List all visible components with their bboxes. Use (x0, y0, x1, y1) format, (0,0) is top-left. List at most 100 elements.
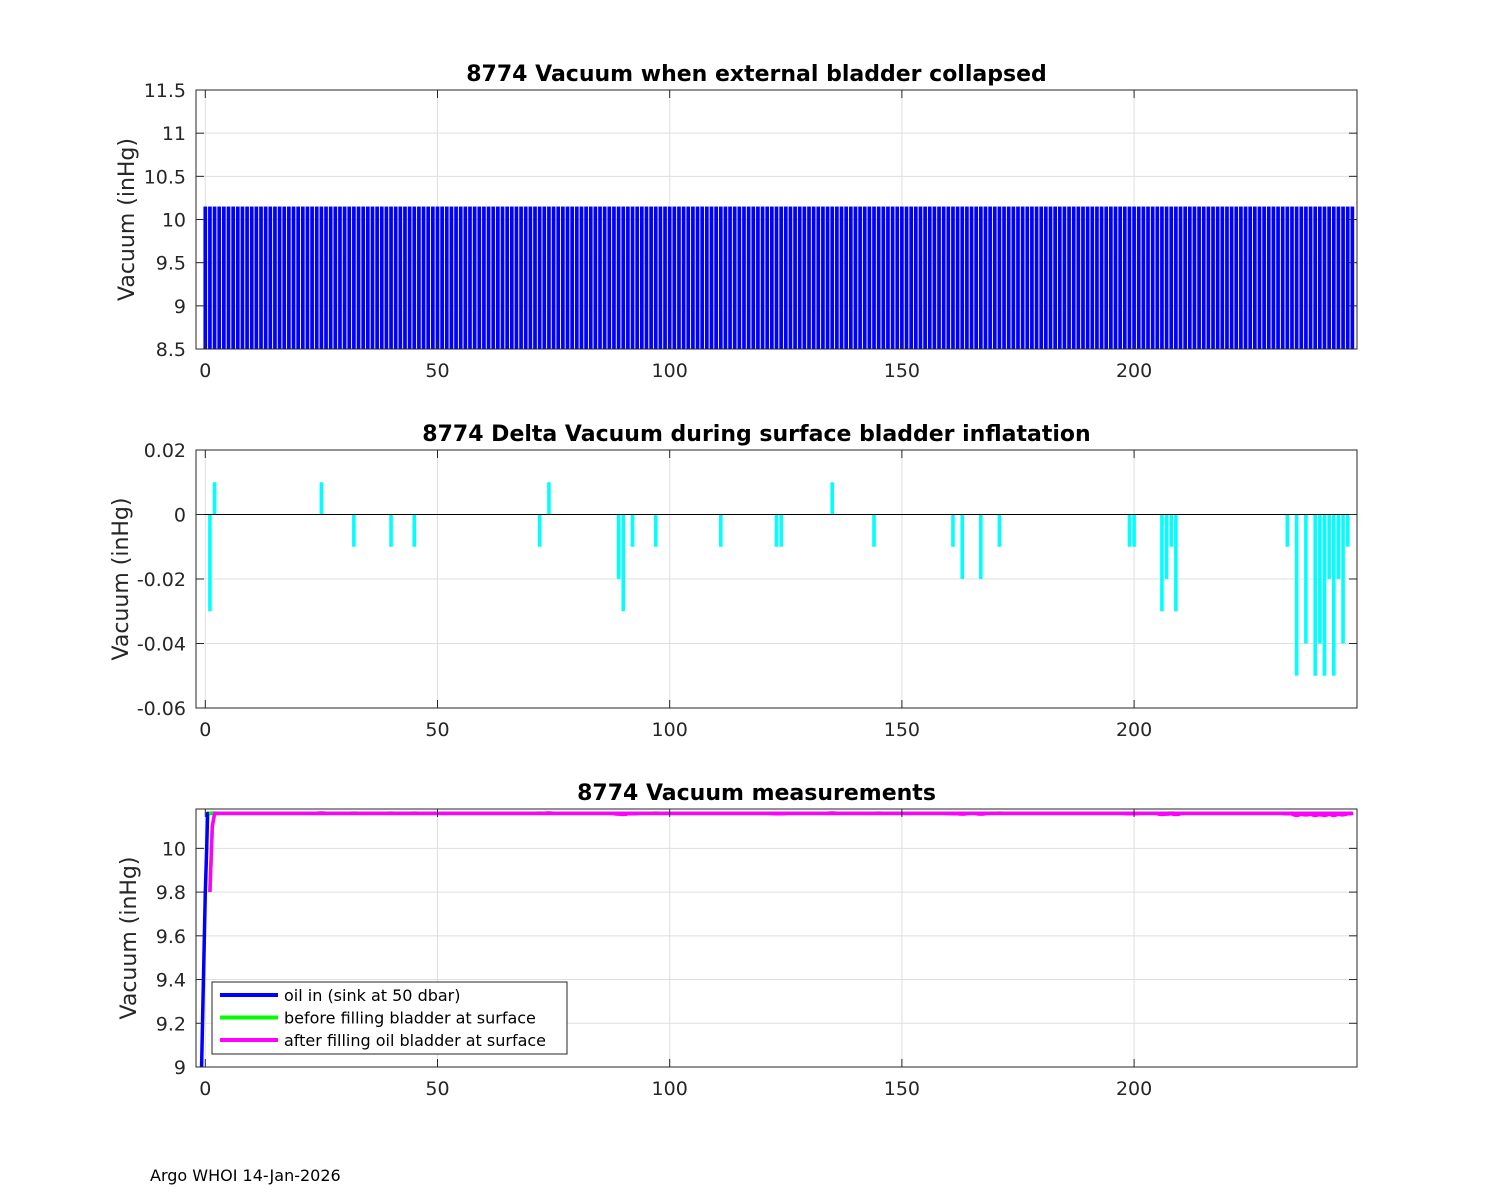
vacuum-bar (1118, 206, 1123, 349)
vacuum-bar (365, 206, 370, 349)
vacuum-bar (333, 206, 338, 349)
vacuum-bar (709, 206, 714, 349)
vacuum-bar (1304, 206, 1308, 349)
vacuum-bar (291, 206, 296, 349)
vacuum-bar (403, 206, 407, 349)
vacuum-bar (630, 206, 635, 349)
vacuum-bar (937, 206, 941, 349)
vacuum-bar (1178, 206, 1183, 349)
vacuum-bar (913, 206, 918, 349)
vacuum-bar (203, 206, 208, 349)
vacuum-bar (1276, 206, 1280, 349)
vacuum-bar (361, 206, 366, 349)
vacuum-bar (352, 206, 356, 349)
vacuum-bar (1099, 206, 1104, 349)
delta-bar (1336, 514, 1341, 579)
vacuum-bar (1081, 206, 1085, 349)
vacuum-bar (904, 206, 909, 349)
vacuum-bar (509, 206, 514, 349)
vacuum-bar (714, 206, 718, 349)
legend-entry-before-filling-label: before filling bladder at surface (284, 1009, 536, 1028)
vacuum-bar (728, 206, 732, 349)
vacuum-bar (974, 206, 979, 349)
legend-entry-oil-in-label: oil in (sink at 50 dbar) (284, 986, 461, 1005)
y-axis-label: Vacuum (inHg) (115, 138, 140, 301)
vacuum-bar (839, 206, 844, 349)
vacuum-bar (496, 206, 500, 349)
vacuum-bar (300, 206, 305, 349)
y-tick-label: 10 (162, 210, 186, 232)
vacuum-bar (909, 206, 914, 349)
vacuum-bar (1197, 206, 1201, 349)
vacuum-bar (639, 206, 644, 349)
vacuum-bar (570, 206, 575, 349)
vacuum-bar (1071, 206, 1076, 349)
delta-bar (319, 482, 324, 515)
vacuum-bar (547, 206, 551, 349)
footer-text: Argo WHOI 14-Jan-2026 (150, 1166, 341, 1185)
vacuum-bar (626, 206, 630, 349)
vacuum-bar (1252, 206, 1257, 349)
vacuum-bar (384, 206, 389, 349)
delta-bar (212, 482, 217, 515)
vacuum-bar (1136, 206, 1141, 349)
y-tick-label: 9.6 (156, 926, 186, 948)
vacuum-bar (556, 206, 561, 349)
vacuum-bar (1132, 206, 1136, 349)
delta-bar (208, 514, 212, 612)
vacuum-bar (1243, 206, 1248, 349)
vacuum-bar (1020, 206, 1025, 349)
y-tick-label: 10 (162, 838, 186, 860)
vacuum-bar (407, 206, 412, 349)
vacuum-bar (941, 206, 946, 349)
vacuum-bar (825, 206, 830, 349)
vacuum-bar (1160, 206, 1164, 349)
delta-bar (547, 482, 551, 515)
delta-bar (412, 514, 417, 547)
delta-bar (872, 514, 876, 547)
vacuum-bar (310, 206, 314, 349)
vacuum-bar (338, 206, 342, 349)
vacuum-bar (1090, 206, 1095, 349)
delta-bar (951, 514, 955, 547)
x-tick-label: 200 (1116, 719, 1152, 741)
vacuum-bar (1192, 206, 1197, 349)
delta-bar (979, 514, 983, 579)
vacuum-bar (1225, 206, 1229, 349)
vacuum-bar (287, 206, 291, 349)
vacuum-bar (1141, 206, 1146, 349)
vacuum-bar (844, 206, 849, 349)
vacuum-bar (379, 206, 384, 349)
vacuum-bar (978, 206, 983, 349)
vacuum-bar (783, 206, 788, 349)
vacuum-bar (1248, 206, 1253, 349)
vacuum-bar (1266, 206, 1271, 349)
vacuum-bar (732, 206, 737, 349)
vacuum-bar (718, 206, 723, 349)
vacuum-bar (779, 206, 784, 349)
vacuum-bar (314, 206, 319, 349)
vacuum-bar (468, 206, 472, 349)
vacuum-bar (1006, 206, 1011, 349)
vacuum-bar (1127, 206, 1132, 349)
vacuum-bar (1285, 206, 1290, 349)
vacuum-bar (282, 206, 287, 349)
y-axis-label: Vacuum (inHg) (117, 857, 142, 1020)
vacuum-bar (444, 206, 449, 349)
vacuum-bar (932, 206, 937, 349)
y-axis-label: Vacuum (inHg) (109, 498, 134, 661)
vacuum-bar (1043, 206, 1048, 349)
vacuum-bar (1067, 206, 1071, 349)
vacuum-bar (1053, 206, 1057, 349)
vacuum-bar (876, 206, 881, 349)
data-layer (196, 482, 1357, 676)
delta-bar (1294, 514, 1299, 676)
vacuum-bar (737, 206, 742, 349)
vacuum-bar (1030, 206, 1034, 349)
vacuum-bar (1322, 206, 1327, 349)
vacuum-bar (1290, 206, 1294, 349)
vacuum-bar (774, 206, 779, 349)
plot-title: 8774 Delta Vacuum during surface bladder… (422, 422, 1090, 447)
vacuum-bar (867, 206, 872, 349)
delta-bar (616, 514, 621, 579)
